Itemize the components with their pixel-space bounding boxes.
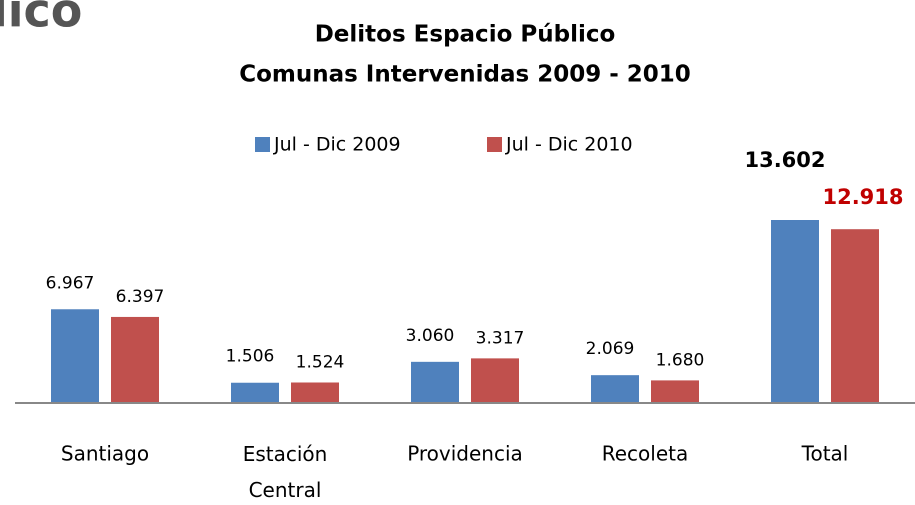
value-label: 2.069 — [586, 339, 635, 359]
x-tick-label: Estación Central — [243, 442, 328, 502]
bar — [291, 382, 339, 403]
bar — [111, 316, 159, 403]
legend-swatch — [255, 137, 270, 152]
value-label: 1.524 — [296, 352, 345, 372]
x-tick-label: Total — [801, 442, 849, 466]
value-label: 12.918 — [822, 185, 903, 209]
bar — [471, 358, 519, 403]
bar — [651, 380, 699, 403]
value-label: 3.060 — [406, 326, 455, 346]
chart-subtitle: Comunas Intervenidas 2009 - 2010 — [239, 62, 691, 88]
legend-label: Jul - Dic 2010 — [505, 134, 633, 156]
bar — [411, 361, 459, 403]
bar — [831, 229, 879, 403]
bar — [771, 220, 819, 403]
x-tick-label: Santiago — [61, 442, 149, 466]
value-label: 3.317 — [476, 328, 525, 348]
bar — [591, 375, 639, 403]
x-tick-label: Recoleta — [602, 442, 689, 466]
legend-swatch — [487, 137, 502, 152]
value-label: 13.602 — [744, 148, 825, 172]
value-label: 1.506 — [226, 347, 275, 367]
bar — [51, 309, 99, 403]
value-label: 1.680 — [656, 350, 705, 370]
chart-title: Delitos Espacio Público — [315, 22, 616, 48]
value-label: 6.397 — [116, 287, 165, 307]
value-label: 6.967 — [46, 273, 95, 293]
x-tick-label: Providencia — [407, 442, 523, 466]
header-fragment: lico — [0, 0, 82, 38]
bar — [231, 382, 279, 403]
legend-label: Jul - Dic 2009 — [273, 134, 401, 156]
